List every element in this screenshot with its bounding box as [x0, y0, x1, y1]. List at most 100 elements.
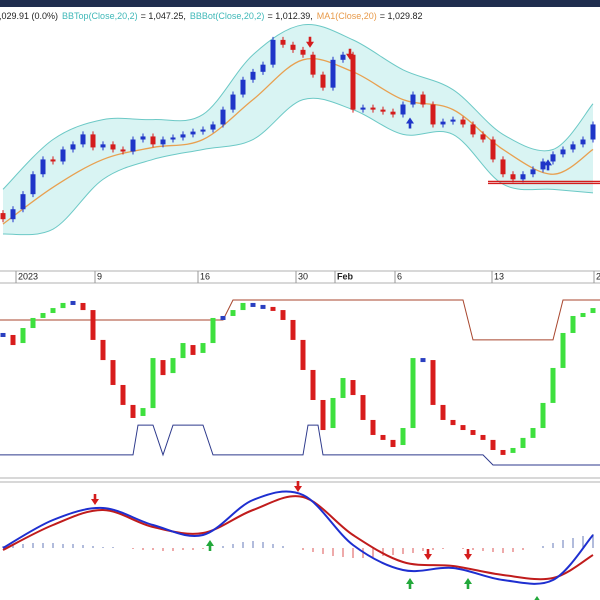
buy-arrow	[406, 117, 414, 129]
sell-arrow	[464, 549, 472, 560]
x-tick-label: 20	[596, 271, 600, 281]
oscillator-bar	[200, 343, 206, 353]
candle	[330, 59, 336, 88]
oscillator-bar	[250, 302, 256, 307]
signal-line	[2, 495, 594, 581]
candle	[300, 49, 306, 55]
oscillator-bar	[480, 434, 486, 440]
candle	[250, 71, 256, 80]
oscillator-bar	[530, 428, 536, 438]
oscillator-bar	[470, 430, 476, 435]
oscillator-bar	[30, 317, 36, 329]
legend-value: = 1,012.39,	[267, 11, 312, 21]
oscillator-bar	[510, 447, 516, 453]
header-text: 1,029.91 (0.0%) BBTop(Close,20,2) = 1,047.…	[0, 11, 423, 21]
x-tick-label: 16	[200, 271, 210, 281]
legend-name: BBBot(Close,20,2)	[190, 11, 265, 21]
oscillator-bar	[430, 360, 436, 405]
legend-name: MA1(Close,20)	[317, 11, 377, 21]
oscillator-bar	[190, 345, 196, 355]
oscillator-bar	[40, 313, 46, 318]
candle	[360, 107, 366, 110]
x-tick-label: 13	[494, 271, 504, 281]
oscillator-bar	[560, 332, 566, 368]
candle	[520, 174, 526, 180]
x-tick-label: Feb	[337, 271, 354, 281]
band-middle	[2, 58, 594, 225]
candle	[550, 154, 556, 162]
candle	[260, 64, 266, 72]
candle	[70, 144, 76, 150]
candle	[200, 129, 206, 132]
candle	[230, 94, 236, 110]
candle	[20, 194, 26, 210]
x-tick-label: 30	[298, 271, 308, 281]
candle	[130, 139, 136, 152]
candle	[380, 109, 386, 112]
price-text: 1,029.91 (0.0%)	[0, 11, 58, 21]
oscillator-bar	[210, 317, 216, 344]
candle	[150, 136, 156, 145]
candle	[560, 149, 566, 155]
candle	[240, 79, 246, 95]
oscillator-bar	[490, 439, 496, 450]
band-lower	[2, 97, 594, 236]
oscillator-bar	[330, 397, 336, 429]
buy-arrow	[534, 596, 540, 600]
candle	[400, 104, 406, 115]
legend-value: = 1,029.82	[380, 11, 423, 21]
oscillator-bar	[570, 315, 576, 333]
oscillator-bar	[220, 315, 226, 320]
macd-line	[2, 490, 594, 585]
candle	[270, 39, 276, 65]
candle	[570, 144, 576, 150]
oscillator-bar	[150, 358, 156, 409]
oscillator-bar	[370, 419, 376, 435]
sell-arrow	[424, 549, 432, 560]
candle	[170, 137, 176, 140]
band-upper	[2, 23, 594, 190]
oscillator-bar	[320, 399, 326, 431]
oscillator-bar	[380, 434, 386, 440]
buy-arrow	[544, 159, 552, 171]
candle	[410, 94, 416, 105]
candle	[350, 54, 356, 110]
oscillator-bar	[450, 419, 456, 426]
candle	[530, 169, 536, 175]
oscillator-bar	[420, 358, 426, 363]
header: 1,029.91 (0.0%) BBTop(Close,20,2) = 1,047.…	[0, 11, 423, 21]
oscillator-bar	[140, 408, 146, 416]
candle	[540, 161, 546, 170]
buy-arrow	[406, 578, 414, 589]
oscillator-bar	[110, 360, 116, 385]
oscillator-bar	[270, 306, 276, 311]
candle	[320, 74, 326, 88]
band-line-lower	[0, 424, 600, 466]
sell-arrow	[91, 494, 99, 505]
candle	[80, 134, 86, 145]
candle	[190, 131, 196, 135]
candle	[590, 124, 596, 140]
oscillator-bar	[90, 310, 96, 340]
oscillator-bar	[180, 343, 186, 359]
oscillator-bar	[410, 358, 416, 429]
candle	[450, 119, 456, 122]
candle	[220, 109, 226, 125]
candle	[100, 144, 106, 148]
oscillator-bar	[350, 380, 356, 396]
candle	[120, 149, 126, 152]
candle	[580, 139, 586, 145]
candle	[140, 136, 146, 140]
oscillator-bar	[280, 310, 286, 320]
candle	[10, 209, 16, 220]
legend-value: = 1,047.25,	[141, 11, 186, 21]
candle	[280, 39, 286, 45]
oscillator-bar	[60, 302, 66, 309]
x-tick-label: 2023	[18, 271, 38, 281]
oscillator-bar	[240, 302, 246, 311]
buy-arrow	[464, 578, 472, 589]
oscillator-bar	[230, 310, 236, 316]
oscillator-bar	[10, 334, 16, 346]
oscillator-bar	[500, 449, 506, 455]
